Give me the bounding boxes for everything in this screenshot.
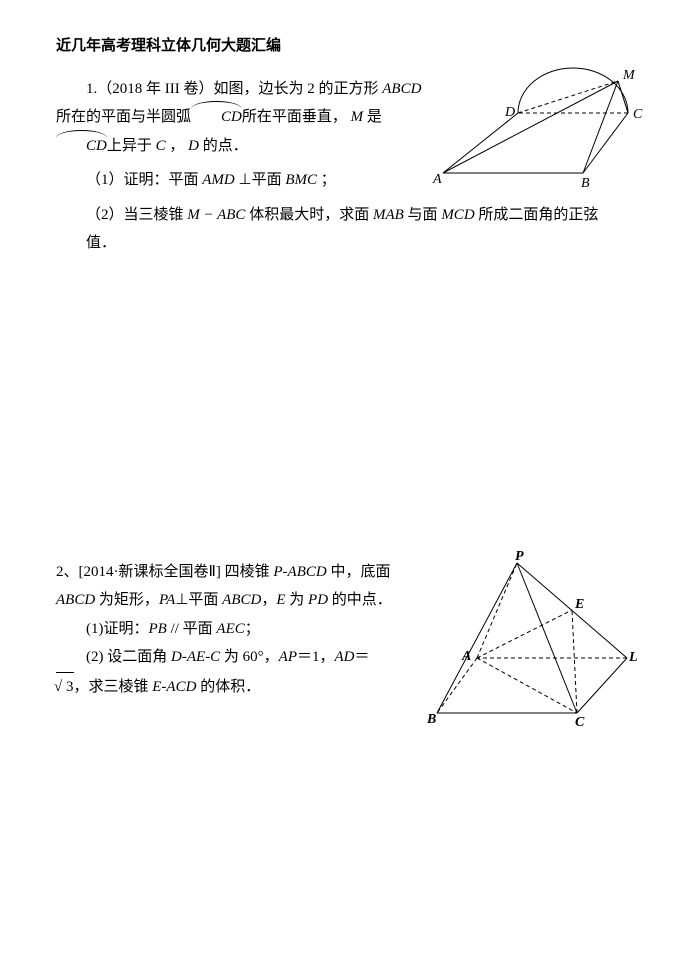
q1-p2-mid2: 与面 [404,207,442,223]
q1-amd: AMD [202,172,235,188]
fig1-label-D: D [504,105,515,120]
q2-pd: PD [308,592,328,608]
fig2-PC [517,563,577,713]
q1-perp: ⊥平面 [235,172,286,188]
q1-C: C [156,138,166,154]
fig2-label-E: E [574,597,584,612]
q2-p2a: (2) 设二面角 [86,649,171,665]
q1-arc-cd-1: CD [191,103,242,132]
q1-mcd: MCD [441,207,474,223]
q1-mid2: 所在平面垂直， [242,109,347,125]
q2-p2e: ，求三棱锥 [74,679,153,695]
question-2-block: 2、[2014·新课标全国卷Ⅱ] 四棱锥 P-ABCD 中，底面 ABCD 为矩… [56,558,643,702]
q1-part2: （2）当三棱锥 M − ABC 体积最大时，求面 MAB 与面 MCD 所成二面… [56,201,606,258]
fig2-PB [437,563,517,713]
fig2-label-L: L [628,650,637,665]
question-2-text: 2、[2014·新课标全国卷Ⅱ] 四棱锥 P-ABCD 中，底面 ABCD 为矩… [56,558,436,702]
fig2-CE [572,610,577,713]
fig1-label-B: B [581,176,590,191]
fig2-label-C: C [575,715,585,728]
q1-mabc: M − ABC [187,207,245,223]
q2-daec: D-AE-C [171,649,220,665]
fig2-CL [577,658,627,713]
q1-M: M [351,109,364,125]
fig1-DM [518,81,618,113]
q2-p1a: (1)证明： [86,621,149,637]
q1-mid3: 是 [367,109,382,125]
q2-part2a: (2) 设二面角 D-AE-C 为 60°，AP＝1，AD＝ [56,643,436,672]
fig2-label-A: A [461,649,471,664]
fig1-DA [443,113,518,173]
q1-abcd: ABCD [382,81,421,97]
fig2-AP [477,563,517,658]
question-1-text: 1.（2018 年 III 卷）如图，边长为 2 的正方形 ABCD 所在的平面… [56,75,426,258]
q2-aec: AEC [216,621,244,637]
q2-l1b: 中，底面 [327,564,391,580]
fig2-AB [437,658,477,713]
q2-p2d: ＝ [355,649,370,665]
doc-title: 近几年高考理科立体几何大题汇编 [56,32,643,61]
q1-mid1: 所在的平面与半圆弧 [56,109,191,125]
q2-line2: ABCD 为矩形，PA⊥平面 ABCD，E 为 PD 的中点． [56,586,436,615]
q2-abcd: ABCD [56,592,95,608]
q2-p1c: ； [245,621,260,637]
q2-l2d: ， [261,592,276,608]
fig1-CM [618,81,628,113]
q2-p2f: 的体积． [196,679,260,695]
page: 近几年高考理科立体几何大题汇编 1.（2018 年 III 卷）如图，边长为 2… [0,0,687,701]
q2-ap: AP [279,649,297,665]
fig1-BC [583,113,628,173]
q1-mab: MAB [373,207,404,223]
question-1-block: 1.（2018 年 III 卷）如图，边长为 2 的正方形 ABCD 所在的平面… [56,75,643,258]
q1-part1: （1）证明：平面 AMD ⊥平面 BMC ； [56,166,426,195]
q1-intro-prefix: 1.（2018 年 III 卷）如图，边长为 2 的正方形 [86,81,382,97]
fig2-label-P: P [515,549,524,564]
q1-intro: 1.（2018 年 III 卷）如图，边长为 2 的正方形 ABCD 所在的平面… [56,75,426,161]
q2-l2e: 为 [286,592,309,608]
q1-bmc: BMC [285,172,317,188]
q2-l2b: 为矩形， [95,592,159,608]
q2-l2f: 的中点． [328,592,392,608]
fig2-AE [477,610,572,658]
q1-D: D [188,138,199,154]
fig1-label-C: C [633,107,643,122]
q2-p2c: ＝1， [297,649,335,665]
q2-pb: PB [149,621,167,637]
q1-p2-mid: 体积最大时，求面 [245,207,373,223]
fig1-arc [518,67,628,112]
q2-sqrt3: 3 [56,672,74,702]
q2-p1b: // 平面 [167,621,217,637]
q2-pa: PA [159,592,175,608]
fig1-label-M: M [622,68,636,83]
fig2-AC [477,658,577,713]
q1-semi: ； [317,172,336,188]
q1-p2-prefix: （2）当三棱锥 [86,207,187,223]
fig1-BM [583,81,618,173]
q2-pabcd: P-ABCD [273,564,326,580]
q2-part2b: 3，求三棱锥 E-ACD 的体积． [56,672,436,702]
q2-abcd2: ABCD [222,592,261,608]
q2-l1a: 2、[2014·新课标全国卷Ⅱ] 四棱锥 [56,564,273,580]
q2-ad: AD [335,649,355,665]
fig1-AM [443,81,618,173]
q1-mid4: 上异于 [107,138,156,154]
q2-line1: 2、[2014·新课标全国卷Ⅱ] 四棱锥 P-ABCD 中，底面 [56,558,436,587]
fig1-label-A: A [432,172,442,187]
q1-p1-prefix: （1）证明：平面 [86,172,202,188]
q2-E: E [276,592,285,608]
q2-l2c: ⊥平面 [175,592,222,608]
figure-2: P E A B C L [417,548,637,728]
figure-1: A B C D M [423,63,653,203]
fig2-label-B: B [426,712,436,727]
q2-eacd: E-ACD [152,679,196,695]
q1-arc-cd-2: CD [56,132,107,161]
q1-comma: ， [166,138,185,154]
q2-part1: (1)证明：PB // 平面 AEC； [56,615,436,644]
q1-end: 的点． [203,138,248,154]
q2-p2b: 为 60°， [220,649,279,665]
